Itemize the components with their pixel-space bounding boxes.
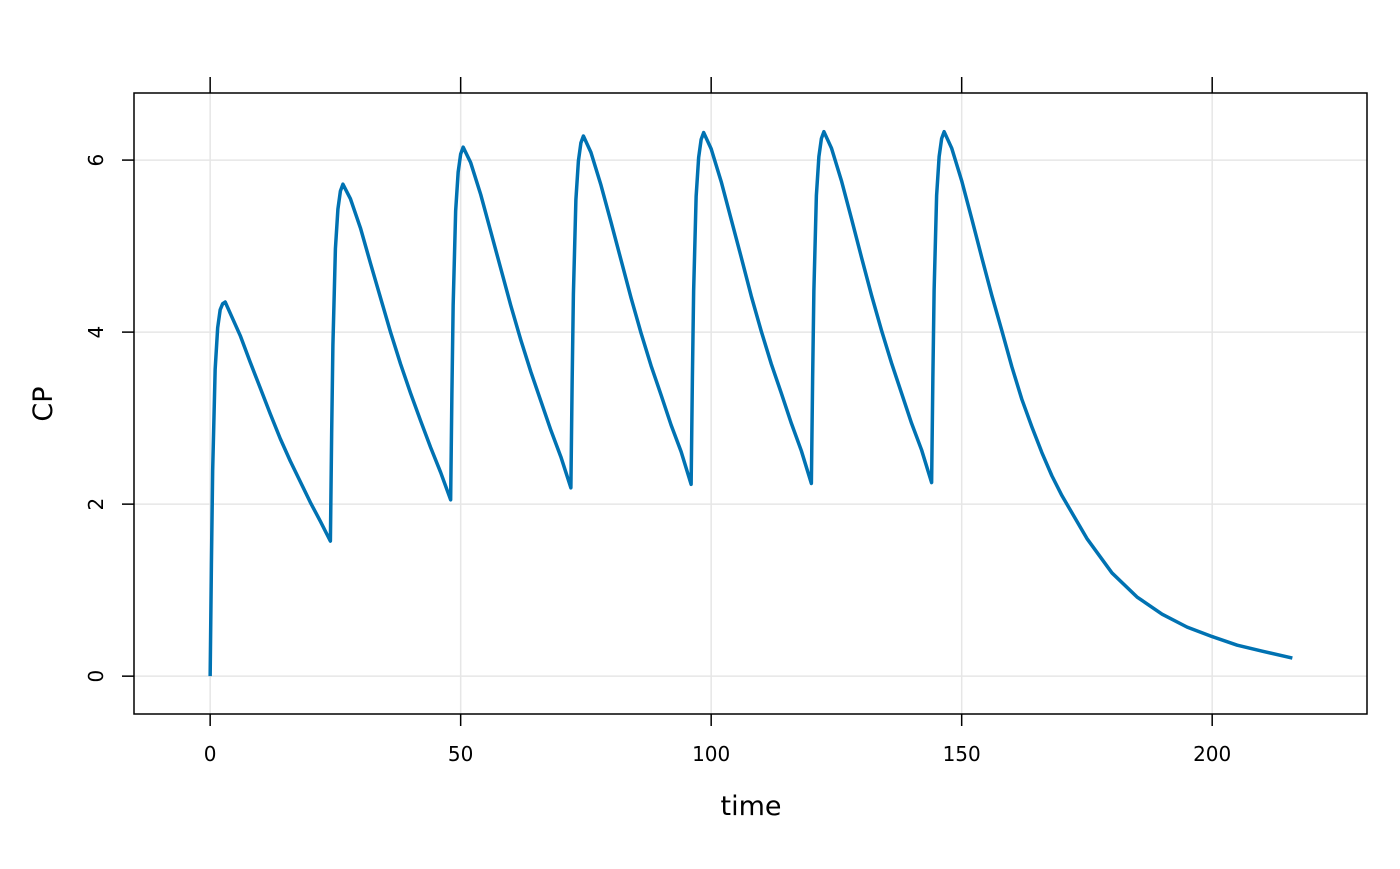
y-tick-label: 0	[84, 670, 108, 683]
y-tick-label: 4	[84, 326, 108, 339]
plot-frame	[133, 92, 1368, 715]
data-line	[208, 129, 1293, 677]
x-tick-label: 0	[204, 742, 217, 766]
x-axis-label: time	[720, 791, 781, 822]
y-tick-label: 2	[84, 498, 108, 511]
x-tick-label: 200	[1193, 742, 1231, 766]
x-tick-label: 50	[448, 742, 473, 766]
y-axis-label: CP	[28, 386, 59, 421]
x-tick-label: 100	[692, 742, 730, 766]
x-tick-label: 150	[943, 742, 981, 766]
y-tick-label: 6	[84, 154, 108, 167]
